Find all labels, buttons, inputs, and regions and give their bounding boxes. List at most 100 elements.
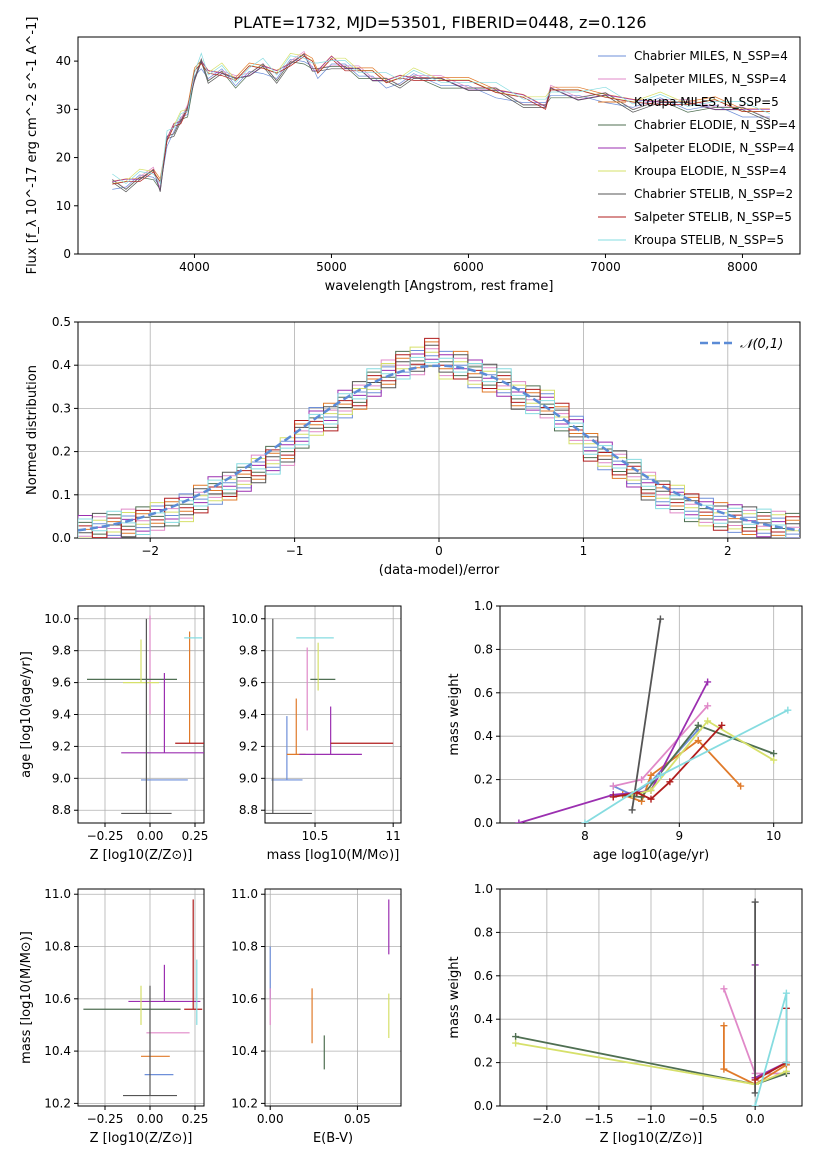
- y-tick-label: 0.2: [474, 773, 493, 787]
- x-axis-label: age log10(age/yr): [593, 848, 710, 863]
- weight-point-marker: [782, 989, 790, 997]
- weight-point-marker: [609, 782, 617, 790]
- y-tick-label: 9.8: [52, 644, 71, 658]
- normal-curve: [78, 364, 800, 532]
- weight-point-marker: [782, 1059, 790, 1067]
- x-tick-label: 11: [386, 829, 401, 843]
- mass-vs-extinction-chart: 0.00 0.05 10.2 10.4 10.6 10.8 11.0 E(B-V): [231, 887, 402, 1146]
- weight-point-marker: [704, 717, 712, 725]
- y-tick-label: 9.4: [52, 708, 71, 722]
- x-tick-label: −1: [286, 544, 304, 558]
- legend-entry: Kroupa STELIB, N_SSP=5: [634, 233, 784, 247]
- x-axis-label: (data-model)/error: [379, 563, 500, 578]
- axes-frame: [77, 36, 801, 255]
- weight-point-marker: [694, 721, 702, 729]
- x-tick-label: 0.05: [344, 1112, 371, 1126]
- weight-lines: [512, 898, 790, 1106]
- histogram-steps: [78, 337, 800, 538]
- y-axis-label: mass weight: [447, 673, 462, 755]
- weight-point-marker: [784, 706, 792, 714]
- x-tick-label: 0: [435, 544, 443, 558]
- y-tick-label: 10.4: [44, 1044, 71, 1058]
- weight-point-marker: [515, 819, 523, 823]
- weight-series-line: [754, 965, 787, 1080]
- y-tick-label: 0.4: [474, 1012, 493, 1026]
- weight-point-marker: [720, 1065, 728, 1073]
- x-tick-label: 10.5: [302, 829, 329, 843]
- errorbars: [87, 615, 204, 815]
- x-tick-label: 0.00: [137, 1112, 164, 1126]
- spectrum-legend: Chabrier MILES, N_SSP=4 Salpeter MILES, N…: [598, 49, 796, 247]
- weight-point-marker: [704, 702, 712, 710]
- errorbars: [269, 899, 390, 1070]
- legend-entry: Chabrier MILES, N_SSP=4: [634, 49, 788, 63]
- legend-entry: Salpeter STELIB, N_SSP=5: [634, 210, 792, 224]
- x-axis-label: E(B-V): [313, 1131, 353, 1146]
- weight-point-marker: [512, 1039, 520, 1047]
- weight-series-line: [723, 1025, 787, 1086]
- x-axis-label: mass [log10(M/M⊙)]: [267, 848, 400, 863]
- y-tick-label: 10.8: [44, 940, 71, 954]
- weight-point-marker: [581, 819, 589, 823]
- weight-point-marker: [647, 771, 655, 779]
- y-tick-label: 0.0: [52, 531, 71, 545]
- age-vs-mass-chart: 10.5 11 8.8 9.0 9.2 9.4 9.6 9.8 10.0 mass [log10(…: [231, 605, 402, 863]
- x-tick-label: 4000: [179, 260, 210, 274]
- y-tick-label: 8.8: [239, 803, 258, 817]
- y-tick-label: 0.2: [474, 1056, 493, 1070]
- x-tick-label: −2: [141, 544, 159, 558]
- y-tick-label: 20: [56, 151, 71, 165]
- weight-series-line: [631, 719, 775, 796]
- axes-frame: [264, 888, 402, 1107]
- y-tick-label: 10.4: [231, 1044, 258, 1058]
- x-tick-label: 10: [766, 829, 781, 843]
- weight-point-marker: [720, 1022, 728, 1030]
- histogram-series: [78, 356, 800, 538]
- y-axis-label: age [log10(age/yr)]: [19, 651, 34, 778]
- y-tick-label: 10.6: [44, 992, 71, 1006]
- y-tick-label: 0.0: [474, 816, 493, 830]
- x-tick-label: −1.5: [584, 1112, 613, 1126]
- y-tick-label: 10: [56, 199, 71, 213]
- x-tick-label: 8: [581, 829, 589, 843]
- x-axis-label: Z [log10(Z/Z⊙)]: [90, 848, 193, 863]
- y-axis-label: mass weight: [447, 956, 462, 1038]
- weight-point-marker: [770, 750, 778, 758]
- weight-series-line: [754, 992, 788, 1106]
- y-axis-label: mass [log10(M/M⊙)]: [19, 931, 34, 1064]
- x-tick-label: 0.00: [137, 829, 164, 843]
- legend-entry: Salpeter MILES, N_SSP=4: [634, 72, 787, 86]
- legend-entry: 𝒩(0,1): [740, 337, 783, 352]
- y-tick-label: 30: [56, 102, 71, 116]
- age-vs-metallicity-chart: −0.25 0.00 0.25 8.8 9.0 9.2 9.4 9.6 9.8 10.0 Z [lo…: [19, 605, 208, 863]
- histogram-series: [78, 337, 800, 538]
- weight-point-marker: [751, 898, 759, 906]
- errorbars: [83, 899, 203, 1097]
- x-tick-label: −2.0: [532, 1112, 561, 1126]
- x-tick-label: 7000: [590, 260, 621, 274]
- weight-vs-metallicity-chart: −2.0 −1.5 −1.0 −0.5 0.0 0.0 0.2 0.4 0.6 0.8 1.0 Z […: [447, 882, 803, 1146]
- weight-point-marker: [512, 1033, 520, 1041]
- y-tick-label: 0.6: [474, 686, 493, 700]
- x-tick-label: −0.5: [688, 1112, 717, 1126]
- legend-entry: Kroupa MILES, N_SSP=5: [634, 95, 779, 109]
- y-tick-label: 9.0: [52, 771, 71, 785]
- y-tick-label: 0.8: [474, 642, 493, 656]
- weight-point-marker: [647, 795, 655, 803]
- x-tick-label: 0.25: [182, 1112, 209, 1126]
- y-axis-label: Normed distribution: [25, 365, 40, 495]
- y-tick-label: 8.8: [52, 803, 71, 817]
- x-tick-label: −0.25: [87, 1112, 124, 1126]
- y-axis-label: Flux [f_λ 10^-17 erg cm^-2 s^-1 A^-1]: [25, 17, 40, 275]
- residuals-histogram: −2 −1 0 1 2 0.0 0.1 0.2 0.3 0.4 0.5 (data-model)/er…: [25, 315, 801, 578]
- x-axis-label: wavelength [Angstrom, rest frame]: [325, 279, 554, 294]
- y-tick-label: 0.3: [52, 401, 71, 415]
- y-tick-label: 11.0: [231, 887, 258, 901]
- x-tick-label: −1.0: [636, 1112, 665, 1126]
- y-tick-label: 10.2: [44, 1096, 71, 1110]
- y-tick-label: 0.8: [474, 925, 493, 939]
- spectrum-lines: [112, 50, 771, 193]
- y-tick-label: 40: [56, 54, 71, 68]
- y-tick-label: 1.0: [474, 882, 493, 896]
